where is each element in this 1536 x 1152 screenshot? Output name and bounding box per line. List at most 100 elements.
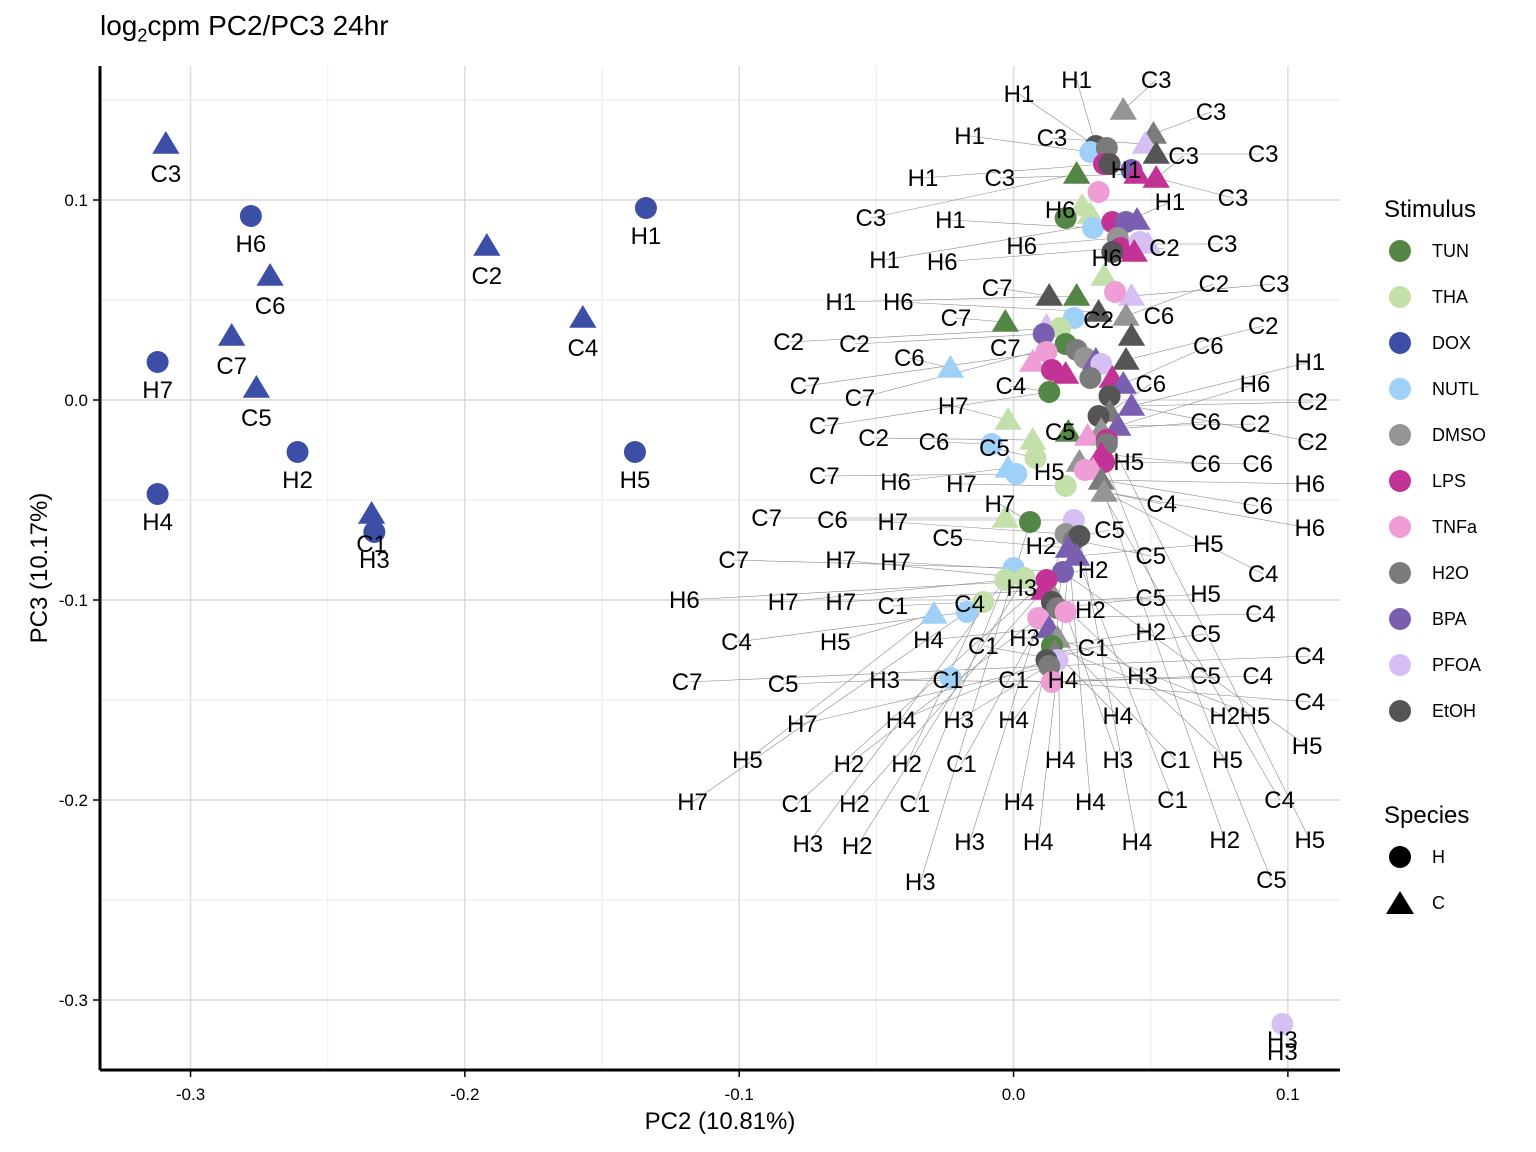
x-tick-label: -0.1 — [725, 1085, 754, 1104]
legend-key-etoh — [1384, 695, 1416, 727]
label-connector — [942, 247, 1121, 263]
point-dox-h — [286, 441, 309, 463]
point-tnfa-h — [1054, 601, 1077, 623]
point-dox-c — [242, 375, 271, 398]
point-label: C6 — [1193, 333, 1224, 360]
point-label: C6 — [919, 429, 950, 456]
point-label: C3 — [1259, 271, 1290, 298]
label-connector — [824, 391, 1050, 427]
point-label: H7 — [880, 549, 911, 576]
point-label: H1 — [1155, 189, 1186, 216]
point-h2o-c — [1087, 467, 1115, 490]
point-tha-h — [1024, 447, 1047, 469]
point-label: C3 — [1141, 67, 1172, 94]
point-label: C4 — [1294, 689, 1325, 716]
point-label: H1 — [1294, 349, 1325, 376]
point-label: H3 — [1102, 747, 1133, 774]
point-label: C3 — [1248, 141, 1279, 168]
point-label: H4 — [1048, 667, 1079, 694]
label-connector — [805, 351, 1047, 387]
point-label: C1 — [932, 667, 963, 694]
point-label: H2 — [282, 467, 313, 494]
point-label: H5 — [820, 629, 851, 656]
label-connector — [1021, 237, 1118, 247]
label-connector — [840, 559, 1025, 579]
point-label: C1 — [1160, 747, 1191, 774]
point-nutl-h — [955, 601, 978, 623]
label-connector — [1104, 461, 1258, 465]
label-connector — [1101, 491, 1280, 801]
legend-key-dmso — [1384, 419, 1416, 451]
y-axis-title: PC3 (10.17%) — [26, 492, 53, 644]
legend-item-h2o: H2O — [1384, 550, 1486, 596]
point-label: H7 — [946, 471, 977, 498]
point-tha-c — [994, 407, 1022, 430]
point-tha-c — [1090, 263, 1118, 286]
label-connector — [955, 317, 1006, 323]
label-connector — [856, 577, 1025, 847]
point-label: C2 — [471, 263, 502, 290]
point-label: H3 — [869, 667, 900, 694]
label-connector — [1101, 479, 1258, 507]
point-bpa-c — [1117, 393, 1146, 416]
circle-icon — [1384, 841, 1416, 873]
point-label: C6 — [255, 293, 286, 320]
point-dox-h — [239, 205, 262, 227]
label-connector — [873, 437, 1033, 441]
point-label: C3 — [1168, 143, 1199, 170]
legend-item-lps: LPS — [1384, 458, 1486, 504]
label-connector — [1125, 283, 1214, 317]
label-connector — [854, 333, 1044, 345]
point-label: H7 — [984, 491, 1015, 518]
label-connector — [892, 521, 1066, 535]
label-connector — [796, 579, 1047, 805]
point-label: C5 — [1094, 517, 1125, 544]
point-label: H3 — [905, 869, 936, 896]
point-label: C5 — [241, 405, 272, 432]
x-tick-label: -0.2 — [450, 1085, 479, 1104]
point-label: C1 — [946, 751, 977, 778]
legend-label: LPS — [1432, 470, 1467, 491]
point-lps-c — [1123, 161, 1151, 184]
point-label: C1 — [968, 633, 999, 660]
label-connector — [1125, 325, 1264, 361]
point-etoh-c — [1142, 141, 1170, 164]
point-tnfa-c — [1073, 423, 1102, 446]
point-label: C7 — [790, 373, 821, 400]
legend-label: THA — [1432, 286, 1468, 307]
point-label: C1 — [899, 791, 930, 818]
label-connector — [1101, 453, 1272, 881]
point-dox-c — [256, 263, 284, 286]
point-label: H1 — [1004, 81, 1035, 108]
label-connector — [840, 295, 1077, 303]
point-label: C5 — [768, 671, 799, 698]
point-label: C5 — [1190, 621, 1221, 648]
legend-key-tha — [1384, 281, 1416, 313]
point-tnfa-h — [1087, 181, 1110, 203]
point-nutl-h — [1082, 217, 1105, 239]
point-label: C3 — [1218, 185, 1249, 212]
point-label: C6 — [894, 345, 925, 372]
label-connector — [835, 613, 935, 643]
point-label: C3 — [856, 205, 887, 232]
point-dox-c — [357, 501, 386, 524]
label-connector — [1104, 491, 1162, 505]
point-bpa-c — [1062, 543, 1091, 566]
point-label: C5 — [1135, 585, 1166, 612]
point-label: C5 — [979, 435, 1010, 462]
point-dox-c — [473, 233, 501, 256]
legend-species: Species H C — [1384, 802, 1469, 926]
legend-item-etoh: EtOH — [1384, 688, 1486, 734]
point-label: C4 — [995, 373, 1026, 400]
point-tnfa-h — [1035, 341, 1058, 363]
point-label: H6 — [1294, 471, 1325, 498]
point-label: H3 — [1006, 575, 1037, 602]
point-label: C2 — [1149, 235, 1180, 262]
label-connector — [848, 617, 1039, 765]
point-label: H2 — [839, 791, 870, 818]
point-label: C7 — [809, 463, 840, 490]
legend-item-species-h: H — [1384, 834, 1469, 880]
point-label: C4 — [1242, 663, 1273, 690]
label-connector — [1117, 423, 1255, 427]
